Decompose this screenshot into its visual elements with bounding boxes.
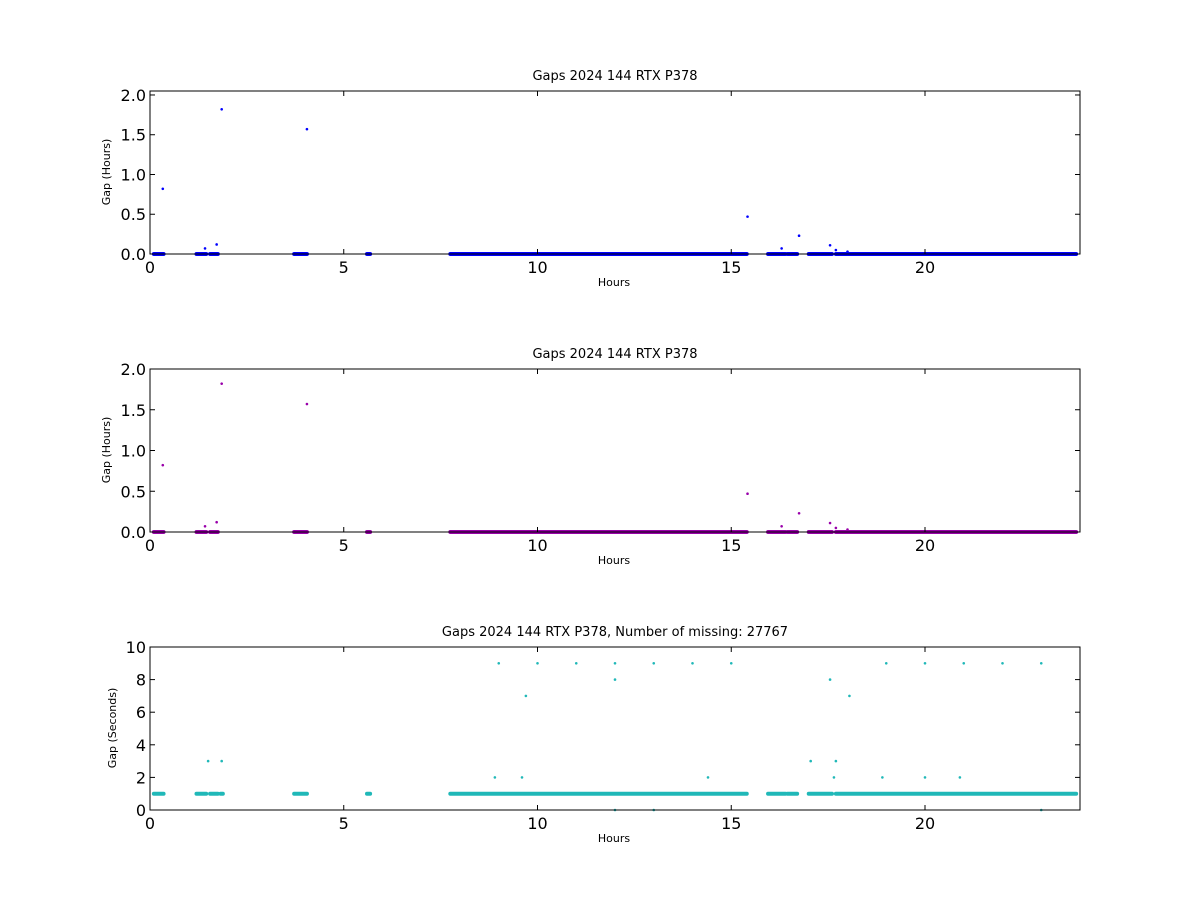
x-tick-label: 5	[339, 258, 349, 277]
data-point	[706, 776, 710, 779]
plot-frame	[149, 90, 1081, 255]
y-tick-label: 0	[136, 801, 146, 820]
data-point	[524, 694, 528, 698]
data-point	[962, 662, 966, 665]
data-point	[613, 678, 617, 681]
x-tick-label: 15	[721, 258, 741, 277]
data-point	[923, 776, 927, 779]
data-point	[161, 463, 165, 467]
y-tick-label: 0.0	[121, 245, 146, 264]
data-point	[881, 776, 884, 779]
data-point	[729, 662, 733, 665]
data-point	[746, 215, 749, 218]
x-tick-label: 0	[145, 536, 155, 555]
chart-panel-middle: Gaps 2024 144 RTX P378 Hours Gap (Hours)…	[100, 347, 1081, 567]
data-point	[497, 662, 501, 665]
data-point	[1039, 662, 1043, 665]
y-axis-label: Gap (Hours)	[100, 417, 113, 484]
data-point	[305, 402, 309, 406]
data-point	[161, 187, 165, 191]
y-tick-label: 2	[136, 768, 146, 787]
data-point	[305, 127, 309, 131]
data-point	[797, 234, 801, 238]
x-tick-label: 15	[721, 536, 741, 555]
chart-title: Gaps 2024 144 RTX P378	[532, 69, 697, 84]
x-tick-label: 20	[915, 258, 935, 277]
y-tick-label: 2.0	[121, 86, 146, 105]
chart-panel-bottom: Gaps 2024 144 RTX P378, Number of missin…	[106, 625, 1081, 845]
x-axis-label: Hours	[598, 276, 630, 289]
y-tick-label: 0.5	[121, 205, 146, 224]
data-point	[203, 247, 207, 250]
y-axis-label: Gap (Seconds)	[106, 688, 119, 769]
data-point	[652, 662, 656, 665]
data-point	[828, 521, 832, 525]
y-tick-label: 10	[126, 638, 146, 657]
data-point	[203, 524, 207, 528]
y-axis-label: Gap (Hours)	[100, 139, 113, 206]
y-tick-label: 1.5	[121, 401, 146, 420]
data-point	[220, 759, 223, 763]
data-point	[958, 776, 962, 779]
data-point	[834, 759, 838, 763]
data-point	[846, 528, 849, 531]
y-tick-label: 4	[136, 736, 146, 755]
y-tick-label: 1.5	[121, 126, 146, 145]
data-point	[834, 248, 838, 252]
data-point	[613, 662, 617, 665]
data-point	[832, 776, 836, 779]
data-point	[574, 662, 578, 665]
x-tick-label: 5	[339, 814, 349, 833]
x-tick-label: 0	[145, 814, 155, 833]
y-tick-label: 1.0	[121, 442, 146, 461]
x-tick-label: 5	[339, 536, 349, 555]
data-point	[809, 759, 812, 763]
data-point	[220, 107, 223, 111]
y-tick-label: 1.0	[121, 165, 146, 184]
data-point	[923, 662, 927, 665]
x-axis-label: Hours	[598, 832, 630, 845]
data-point	[206, 759, 210, 763]
data-point	[520, 776, 524, 779]
x-tick-label: 0	[145, 258, 155, 277]
chart-title: Gaps 2024 144 RTX P378, Number of missin…	[442, 625, 788, 640]
plot-area: 0 5 10 15 20 0.0 0.5 1.0 1.5 2.0	[121, 86, 1081, 277]
data-point	[691, 662, 694, 665]
data-point	[884, 662, 888, 665]
data-point	[220, 382, 223, 385]
x-tick-label: 10	[527, 536, 547, 555]
chart-title: Gaps 2024 144 RTX P378	[532, 347, 697, 362]
data-point	[828, 243, 832, 247]
data-point	[780, 247, 783, 250]
chart-panel-top: Gaps 2024 144 RTX P378 Hours Gap (Hours)…	[100, 69, 1081, 289]
x-tick-label: 20	[915, 536, 935, 555]
data-point	[215, 520, 218, 524]
x-tick-label: 10	[527, 814, 547, 833]
data-point	[780, 524, 783, 528]
data-point	[846, 250, 849, 253]
y-tick-label: 0.0	[121, 523, 146, 542]
data-point	[536, 662, 539, 665]
plot-frame	[149, 646, 1081, 811]
data-point	[848, 694, 851, 698]
data-point	[493, 776, 497, 779]
data-point	[834, 526, 838, 530]
data-point	[797, 511, 801, 515]
y-tick-label: 0.5	[121, 482, 146, 501]
plot-area: 0 5 10 15 20 0.0 0.5 1.0 1.5 2.0	[121, 360, 1081, 555]
y-tick-label: 6	[136, 703, 146, 722]
plot-area: 0 5 10 15 20 0 2 4 6 8 10	[126, 638, 1081, 833]
y-tick-label: 8	[136, 671, 146, 690]
data-point	[215, 243, 218, 246]
x-tick-label: 20	[915, 814, 935, 833]
x-axis-label: Hours	[598, 554, 630, 567]
y-tick-label: 2.0	[121, 360, 146, 379]
data-point	[1001, 662, 1004, 665]
data-point	[746, 492, 749, 495]
x-tick-label: 15	[721, 814, 741, 833]
x-tick-label: 10	[527, 258, 547, 277]
data-point	[828, 678, 832, 681]
